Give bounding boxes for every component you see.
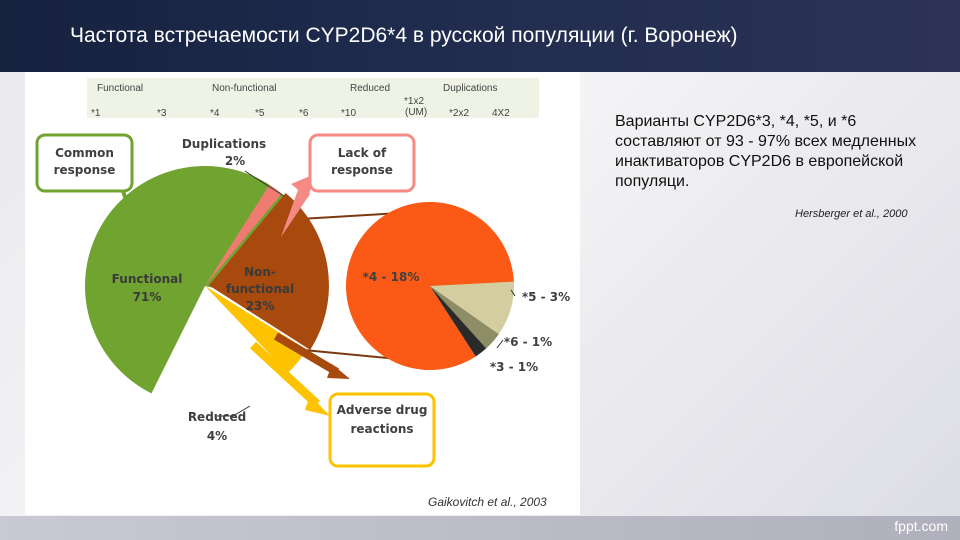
chart-citation: Gaikovitch et al., 2003 [428,495,547,509]
allele-1x2-line1: *1x2 [404,96,424,107]
watermark: fppt.com [894,518,948,534]
allele-1x2-um: *1x2 (UM) [404,96,427,118]
allele-4: *4 [210,108,220,119]
allele-10: *10 [341,108,356,119]
label-reduced-name: Reduced [188,410,246,424]
arrow-adverse-nonfunctional-head [327,364,350,379]
slide-title: Частота встречаемости CYP2D6*4 в русской… [70,24,738,47]
label-star5: *5 - 3% [522,290,570,304]
label-star4: *4 - 18% [363,270,420,284]
allele-2x2: *2x2 [449,108,469,119]
adverse-reactions-box [328,392,436,468]
label-nonfunctional: Non-functional 23% [226,265,294,313]
allele-table: Functional Non-functional Reduced Duplic… [91,83,510,119]
arrow-adverse-reduced [249,341,321,408]
allele-5: *5 [255,108,265,119]
label-star3: *3 - 1% [490,360,538,374]
allele-table-background [87,78,539,118]
footer-bar [0,516,960,540]
slice-star6 [430,286,487,357]
slice-duplications [205,184,282,286]
slice-star5 [430,281,514,335]
slice-nonfunctional [208,193,329,350]
allele-1: *1 [91,108,101,119]
common-response-label-wrap: Common response [53,146,116,177]
common-response-label: Common response [53,146,116,177]
arrow-lack [281,187,310,237]
label-duplications: Duplications 2% [182,137,266,168]
label-nonfunctional-value: 23% [246,299,275,313]
allele-3: *3 [157,108,167,119]
allele-6: *6 [299,108,309,119]
leader-duplications [244,170,285,197]
group-reduced: Reduced [350,83,390,94]
label-reduced-value: 4% [207,429,227,443]
label-nonfunctional-name-2: functional [226,282,294,296]
label-functional-value: 71% [133,290,162,304]
chart-panel: Functional Non-functional Reduced Duplic… [25,72,580,515]
lack-of-response-label: Lack of response [331,146,393,177]
adverse-reactions-label: Adverse drug reactions [336,403,428,436]
slice-star3 [430,286,499,349]
lack-of-response-label-wrap: Lack of response [331,146,393,177]
lack-of-response-box [308,133,416,193]
nonfunctional-breakdown-pie [346,202,514,370]
leader-star3 [496,339,504,349]
label-duplications-name: Duplications [182,137,266,151]
title-bar [0,0,960,72]
label-reduced: Reduced 4% [188,410,246,443]
common-response-box [35,133,134,193]
slice-reduced [205,286,307,373]
label-star6: *6 - 1% [504,335,552,349]
label-nonfunctional-name-1: Non- [244,265,276,279]
chart-svg: Functional Non-functional Reduced Duplic… [35,78,570,468]
adverse-reactions-label-wrap: Adverse drug reactions [336,403,428,436]
main-pie [85,166,329,394]
leader-reduced [217,405,251,417]
group-non-functional: Non-functional [212,83,276,94]
label-duplications-value: 2% [225,154,245,168]
label-functional: Functional 71% [112,272,183,304]
group-duplications: Duplications [443,83,497,94]
side-text: Варианты CYP2D6*3, *4, *5, и *6 составля… [615,113,917,190]
arrow-adverse-reduced-head [305,395,330,416]
group-functional: Functional [97,83,143,94]
side-citation: Hersberger et al., 2000 [795,208,908,220]
arrow-adverse-nonfunctional [273,332,340,376]
allele-1x2-line2: (UM) [405,107,427,118]
allele-4x2: 4X2 [492,108,510,119]
label-functional-name: Functional [112,272,183,286]
leader-star5 [510,289,516,297]
